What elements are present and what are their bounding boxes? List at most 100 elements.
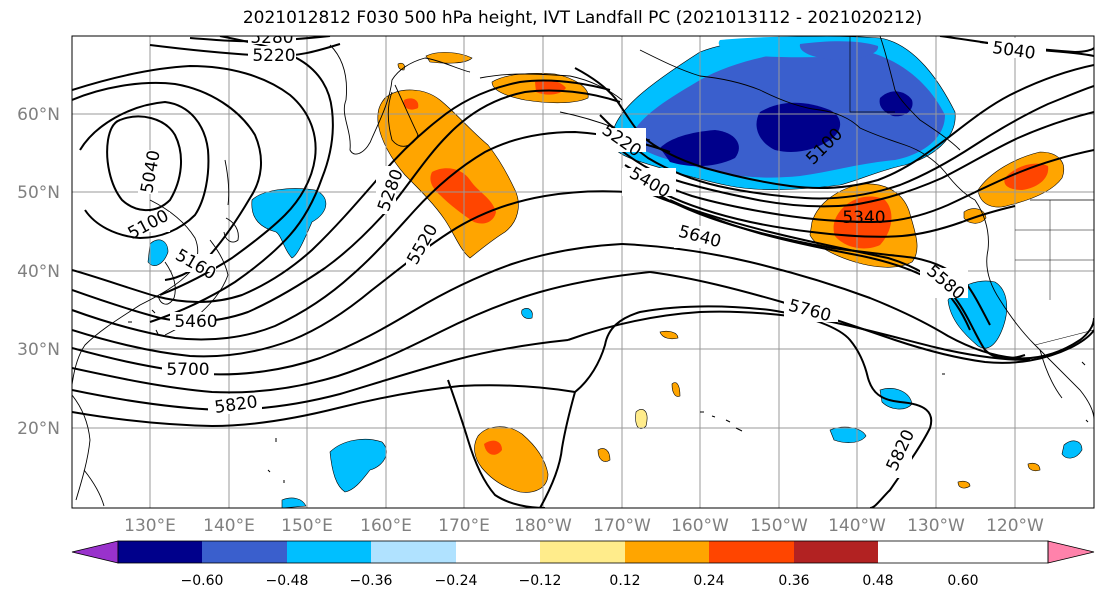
- contour-5820-right: [574, 305, 933, 508]
- coast-east-asia: [72, 199, 199, 386]
- contour-5040-left: [106, 115, 182, 212]
- colorbar-tick-label: −0.60: [181, 573, 224, 589]
- negative-region-subtropical-1: [329, 439, 387, 493]
- coast-hokkaido: [223, 217, 239, 243]
- positive-region-small-6: [1027, 462, 1041, 472]
- colorbar-cell: [456, 541, 540, 563]
- colorbar-tick-label: −0.36: [350, 573, 393, 589]
- border-mexico: [1034, 329, 1094, 346]
- colorbar-cell: [709, 541, 794, 563]
- lon-label: 140°W: [828, 516, 886, 536]
- contour-5580-mid: [649, 193, 1026, 360]
- colorbar: −0.60 −0.48 −0.36 −0.24 −0.12 0.12 0.24 …: [71, 540, 1095, 589]
- height-contours: [72, 36, 1094, 508]
- positive-region-okhotsk: [425, 52, 473, 64]
- positive-region-nw-pacific-core2: [403, 98, 419, 110]
- contour-5220-left: [72, 64, 317, 296]
- contour-5400: [72, 79, 611, 303]
- lon-label: 150°W: [750, 516, 808, 536]
- coast-kamchatka: [387, 84, 419, 147]
- border-alaska-canada: [849, 36, 895, 113]
- lon-label: 160°E: [360, 516, 412, 536]
- map-title: 2021012812 F030 500 hPa height, IVT Land…: [242, 8, 923, 28]
- contour-5580: [72, 190, 651, 358]
- contour-label: 5340: [842, 208, 885, 228]
- contour-label: 5280: [250, 28, 293, 48]
- contour-5280-left: [149, 36, 334, 323]
- colorbar-cell: [118, 541, 202, 563]
- negative-region-gulf-alaska-core2: [756, 102, 841, 152]
- colorbar-cells: [118, 541, 878, 563]
- negative-region-arctic-mid: [799, 41, 879, 60]
- contour-5820-left: [72, 384, 576, 428]
- lon-label: 180°W: [514, 516, 572, 536]
- lon-label: 130°E: [124, 516, 176, 536]
- graticule: [72, 36, 1094, 508]
- coast-siberia: [329, 44, 471, 155]
- contour-5520: [72, 130, 671, 341]
- colorbar-tick-label: 0.60: [947, 573, 978, 589]
- colorbar-cell: [287, 541, 371, 563]
- colorbar-cell: [540, 541, 625, 563]
- coast-korea: [157, 261, 176, 305]
- contour-5160-mid: [574, 64, 1094, 189]
- contour-label: 5460: [174, 312, 217, 332]
- colorbar-cell: [794, 541, 878, 563]
- positive-region-small-2: [671, 382, 681, 397]
- map-frame: [71, 35, 1095, 509]
- islands: [128, 309, 1089, 483]
- coast-philippines: [83, 469, 105, 507]
- colorbar-extend-right: [1047, 540, 1095, 564]
- lon-label: 120°W: [986, 516, 1044, 536]
- negative-region-subtropical-5: [1061, 440, 1083, 459]
- coast-china-south: [72, 394, 91, 501]
- negative-region-subtropical-6: [521, 308, 533, 319]
- contour-5700: [72, 271, 651, 394]
- colorbar-tick-label: 0.24: [693, 573, 724, 589]
- contour-5340-mid: [624, 149, 1094, 224]
- lon-label: 150°E: [281, 516, 333, 536]
- positive-region-nw-pacific-core: [430, 168, 496, 224]
- colorbar-tick-label: 0.36: [778, 573, 809, 589]
- coastlines: [72, 36, 1094, 507]
- lon-label: 140°E: [203, 516, 255, 536]
- lon-label: 170°W: [593, 516, 651, 536]
- coast-baja: [1039, 349, 1063, 399]
- contour-5700-mid: [649, 271, 1094, 364]
- lat-label: 40°N: [17, 262, 60, 282]
- colorbar-cell: [202, 541, 287, 563]
- lat-label: 50°N: [17, 183, 60, 203]
- latitude-labels: 60°N 50°N 40°N 30°N 20°N: [17, 105, 60, 439]
- contour-label: 5220: [252, 46, 295, 66]
- contour-5820-loop: [539, 391, 576, 508]
- contour-5220-mid: [599, 85, 1094, 200]
- longitude-labels: 130°E 140°E 150°E 160°E 170°E 180°W 170°…: [124, 516, 1044, 536]
- contour-5400-mid: [639, 179, 1016, 238]
- coast-sakhalin: [224, 159, 230, 206]
- lat-label: 60°N: [17, 105, 60, 125]
- lat-label: 30°N: [17, 340, 60, 360]
- positive-region-small-3: [635, 409, 648, 429]
- lat-label: 20°N: [17, 419, 60, 439]
- contour-5760: [72, 339, 569, 412]
- positive-region-small-4: [597, 448, 611, 462]
- negative-region-gulf-alaska-core: [660, 130, 739, 167]
- lon-label: 170°E: [438, 516, 490, 536]
- ivt-shading: [147, 36, 1083, 508]
- lon-label: 130°W: [907, 516, 965, 536]
- contour-5100-left: [79, 100, 210, 240]
- colorbar-extend-left: [71, 540, 119, 564]
- coast-canada: [879, 36, 961, 151]
- contour-5460: [72, 89, 621, 323]
- colorbar-cell: [625, 541, 709, 563]
- negative-region-japan: [147, 239, 169, 266]
- colorbar-tick-label: −0.48: [266, 573, 309, 589]
- contour-5640-mid: [621, 243, 1094, 360]
- contour-label: 5700: [166, 360, 209, 380]
- positive-region-subtropical-central-core: [484, 440, 502, 455]
- coast-alaska: [639, 49, 976, 201]
- colorbar-cell: [371, 541, 456, 563]
- contour-labels: 5280 5220 5160 5040 5100 5460 5700 5820 …: [124, 28, 1046, 478]
- contour-5820-sub: [447, 379, 546, 508]
